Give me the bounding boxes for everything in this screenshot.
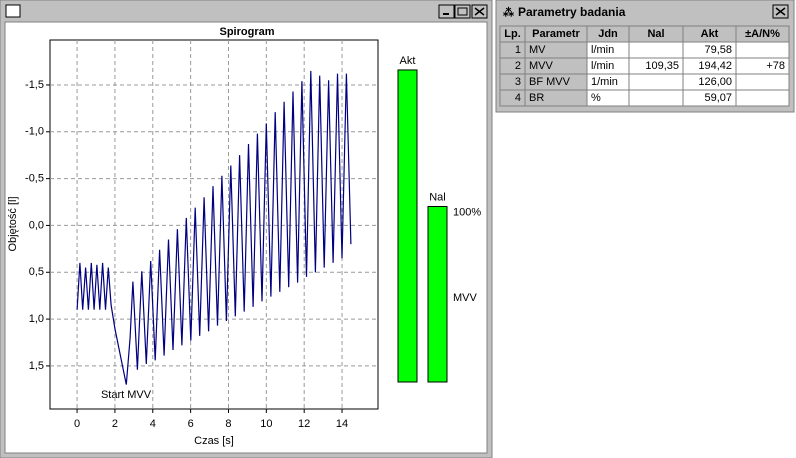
- table-title: Parametry badania: [518, 5, 626, 19]
- header-text: Lp.: [504, 28, 521, 40]
- y-tick-label: 1,5: [29, 360, 44, 372]
- cell-text: BR: [529, 92, 544, 104]
- table: Lp. Parametr Jdn Nal Akt ±A/N% 1 MV l/min 79,58 2 M…: [499, 25, 790, 107]
- x-tick-label: 14: [336, 418, 348, 430]
- cell-text: 1: [515, 44, 521, 56]
- bar-label: Akt: [400, 55, 416, 67]
- table-title-bar: [499, 3, 791, 21]
- header-text: Jdn: [598, 28, 618, 40]
- table-cell: [499, 41, 526, 59]
- cell-text: MVV: [529, 60, 554, 72]
- table-cell: [628, 89, 684, 107]
- cell-text: 194,42: [698, 60, 732, 72]
- y-tick-label: -1,5: [25, 79, 44, 91]
- x-tick-label: 4: [150, 418, 156, 430]
- close-icon: [775, 7, 786, 16]
- cell-text: 59,07: [704, 92, 732, 104]
- y-tick-label: -0,5: [25, 173, 44, 185]
- x-tick-label: 0: [74, 418, 80, 430]
- cell-text: MV: [529, 44, 546, 56]
- x-tick-label: 6: [188, 418, 194, 430]
- table-cell: [499, 73, 526, 91]
- table-cell: [735, 41, 790, 59]
- table-cell: [735, 73, 790, 91]
- x-axis-label: Czas [s]: [194, 435, 234, 447]
- x-tick-label: 10: [260, 418, 272, 430]
- cell-text: BF MVV: [529, 76, 571, 88]
- cell-text: l/min: [591, 44, 614, 56]
- maximize-button[interactable]: [454, 4, 471, 19]
- y-tick-label: -1,0: [25, 126, 44, 138]
- cell-text: 2: [515, 60, 521, 72]
- chart-title: Spirogram: [219, 26, 274, 38]
- minimize-button[interactable]: [438, 4, 455, 19]
- y-tick-label: 0,5: [29, 266, 44, 278]
- cell-text: 4: [515, 92, 521, 104]
- cell-text: 109,35: [645, 60, 679, 72]
- annotation: Start MVV: [101, 389, 152, 401]
- bar-annotation: MVV: [453, 292, 478, 304]
- bar-annotation: 100%: [453, 206, 481, 218]
- bar: [427, 205, 448, 383]
- app-icon[interactable]: [5, 4, 21, 18]
- table-cell: [628, 73, 684, 91]
- y-axis-label: Objętość [l]: [7, 196, 19, 251]
- table-cell: [735, 89, 790, 107]
- cell-text: 126,00: [698, 76, 732, 88]
- line-series: [76, 70, 352, 385]
- close-icon: [474, 7, 485, 16]
- x-tick-label: 8: [225, 418, 231, 430]
- y-tick-label: 1,0: [29, 313, 44, 325]
- header-text: ±A/N%: [745, 28, 780, 40]
- cell-text: %: [591, 92, 601, 104]
- cell-text: 79,58: [704, 44, 732, 56]
- header-text: Akt: [701, 28, 719, 40]
- header-text: Nal: [647, 28, 664, 40]
- cell-text: +78: [766, 60, 785, 72]
- title-bar: [3, 3, 489, 20]
- y-tick-label: 0,0: [29, 219, 44, 231]
- header-text: Parametr: [532, 28, 580, 40]
- maximize-icon: [457, 7, 468, 16]
- bar: [397, 69, 418, 383]
- table-icon: ⁂: [503, 6, 514, 19]
- cell-text: 1/min: [591, 76, 618, 88]
- x-tick-label: 2: [112, 418, 118, 430]
- cell-text: 3: [515, 76, 521, 88]
- table-cell: [628, 41, 684, 59]
- table-cell: [499, 89, 526, 107]
- bar-label: Nal: [429, 191, 446, 203]
- cell-text: l/min: [591, 60, 614, 72]
- table-cell: [499, 57, 526, 75]
- x-tick-label: 12: [298, 418, 310, 430]
